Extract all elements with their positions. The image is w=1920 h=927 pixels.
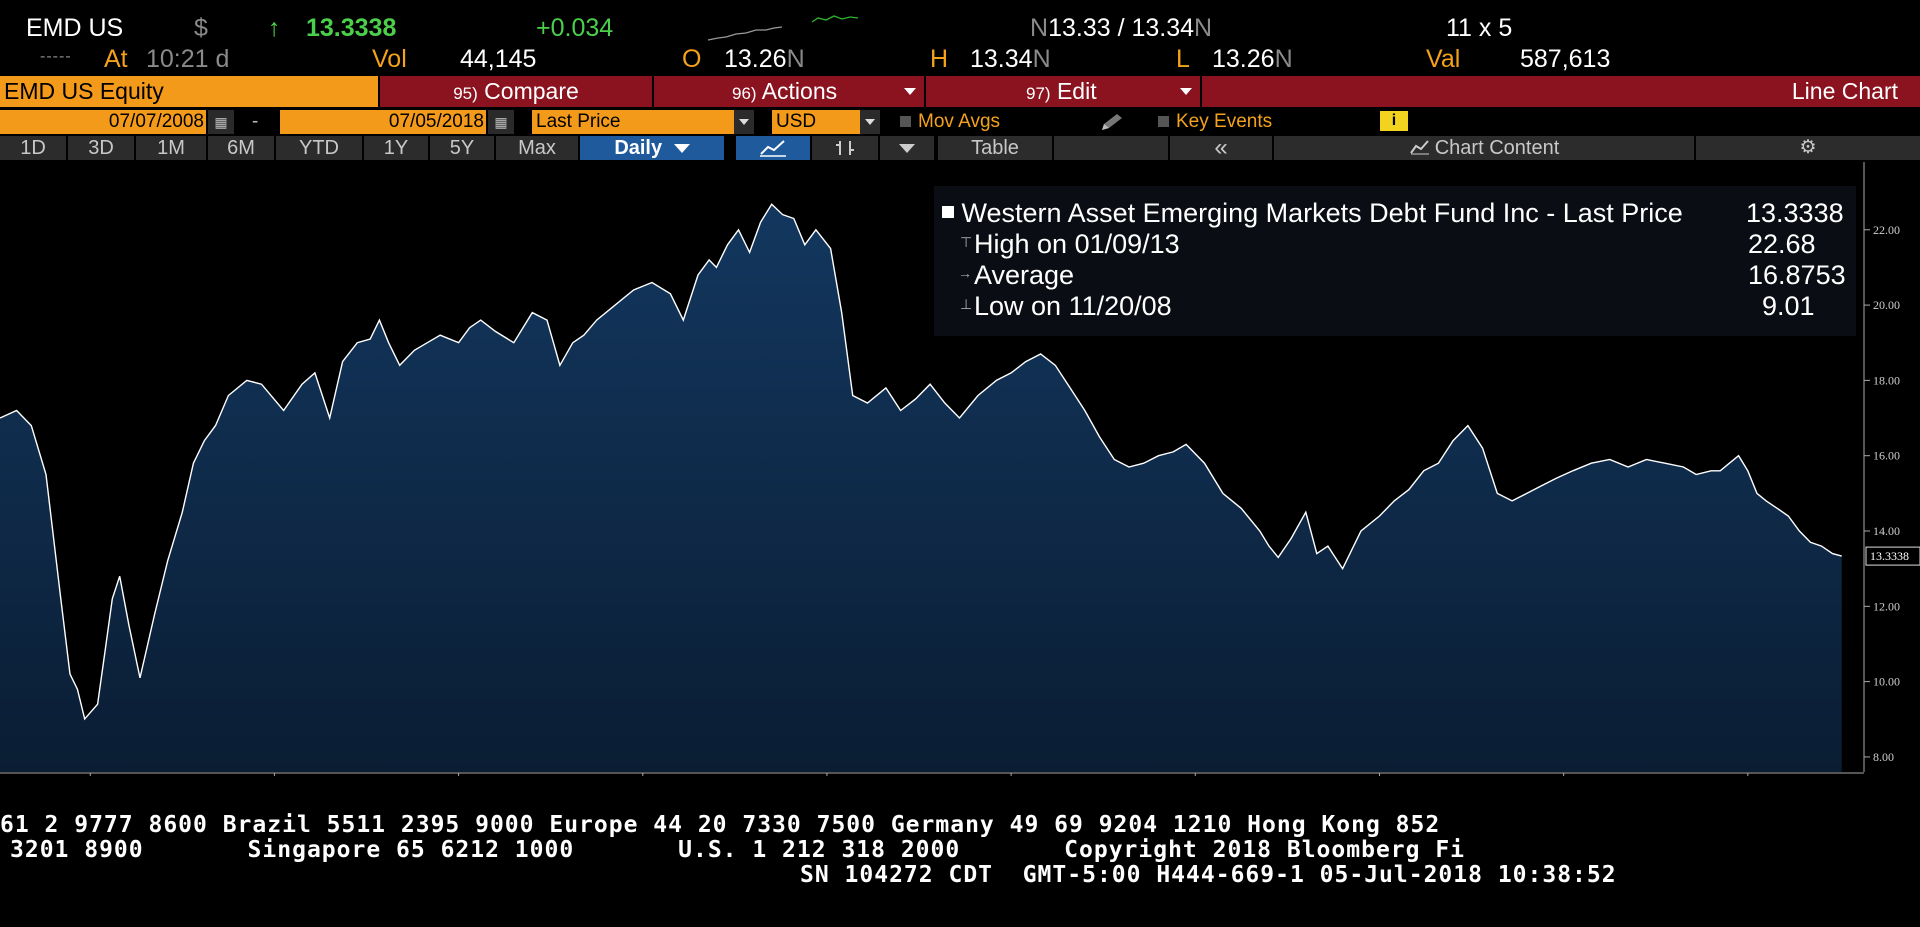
- open-value: 13.26N: [724, 45, 805, 73]
- session-info: SN 104272 CDT GMT-5:00 H444-669-1 05-Jul…: [800, 862, 1617, 888]
- up-arrow-icon: ↑: [268, 14, 281, 42]
- table-button[interactable]: Table: [938, 136, 1052, 160]
- pencil-icon[interactable]: [1098, 111, 1126, 133]
- compare-button[interactable]: 95) Compare: [380, 76, 652, 107]
- chart-legend: [934, 186, 1856, 336]
- low-label: L: [1176, 45, 1190, 73]
- actions-button[interactable]: 96) Actions: [654, 76, 924, 107]
- security-field[interactable]: EMD US Equity: [0, 76, 378, 107]
- checkbox[interactable]: [900, 116, 911, 128]
- range-3d[interactable]: 3D: [68, 136, 134, 160]
- line-chart-icon[interactable]: [736, 136, 810, 160]
- legend-low-value: 9.01: [1762, 291, 1815, 321]
- start-date-input[interactable]: 07/07/2008: [0, 110, 206, 134]
- ticker-symbol: EMD US: [26, 14, 124, 42]
- y-tick-label: 22.00: [1873, 223, 1900, 237]
- end-date-input[interactable]: 07/05/2018: [280, 110, 486, 134]
- chevron-down-icon: [904, 88, 916, 95]
- field-select[interactable]: Last Price: [532, 110, 734, 134]
- legend-title-value: 13.3338: [1746, 198, 1844, 228]
- key-events-toggle[interactable]: Key Events: [1158, 110, 1272, 134]
- last-price-tag: [1865, 546, 1920, 566]
- calendar-icon[interactable]: ▦: [488, 110, 514, 134]
- currency-select[interactable]: USD: [772, 110, 860, 134]
- contact-line-1: 61 2 9777 8600 Brazil 5511 2395 9000 Eur…: [0, 812, 1441, 838]
- chevron-down-icon[interactable]: [880, 136, 934, 160]
- high-label: H: [930, 45, 949, 73]
- legend-high-value: 22.68: [1748, 229, 1816, 259]
- y-tick-label: 8.00: [1873, 750, 1894, 764]
- chevron-down-icon: [1180, 88, 1192, 95]
- chart-content-icon: [1409, 140, 1429, 155]
- chart-type-label[interactable]: Line Chart: [1202, 76, 1920, 107]
- range-max[interactable]: Max: [496, 136, 578, 160]
- range-1d[interactable]: 1D: [0, 136, 66, 160]
- intraday-sparkline: [707, 15, 859, 41]
- currency-symbol: $: [194, 14, 208, 42]
- legend-average-label: Average: [974, 260, 1075, 290]
- legend-high-label: High on 01/09/13: [974, 229, 1180, 259]
- range-6m[interactable]: 6M: [208, 136, 274, 160]
- chevron-down-icon[interactable]: [860, 110, 880, 134]
- net-change: +0.034: [536, 14, 614, 42]
- legend-low-label: Low on 11/20/08: [974, 291, 1172, 321]
- toolbar-spacer: [1054, 136, 1168, 160]
- value-label: Val: [1426, 45, 1461, 73]
- info-icon[interactable]: i: [1380, 111, 1408, 131]
- checkbox[interactable]: [1158, 116, 1169, 128]
- chevron-down-icon[interactable]: [734, 110, 754, 134]
- bid-ask: N13.33 / 13.34N: [1030, 14, 1213, 42]
- y-tick-label: 20.00: [1873, 298, 1900, 312]
- at-label: At: [104, 45, 128, 73]
- y-tick-label: 10.00: [1873, 675, 1900, 689]
- price-area-fill: [0, 204, 1842, 772]
- status-dots: -----: [40, 48, 72, 65]
- high-marker-icon: ⊤: [960, 234, 973, 250]
- calendar-icon[interactable]: ▦: [208, 110, 234, 134]
- range-1y[interactable]: 1Y: [364, 136, 428, 160]
- y-tick-label: 14.00: [1873, 524, 1900, 538]
- collapse-icon[interactable]: «: [1170, 136, 1272, 160]
- date-range-dash: -: [252, 111, 259, 132]
- gear-icon[interactable]: ⚙: [1696, 136, 1920, 160]
- range-1m[interactable]: 1M: [136, 136, 206, 160]
- volume-label: Vol: [372, 45, 407, 73]
- contact-line-2: 3201 8900 Singapore 65 6212 1000 U.S. 1 …: [10, 837, 1466, 863]
- bar-chart-icon[interactable]: [812, 136, 878, 160]
- high-value: 13.34N: [970, 45, 1051, 73]
- low-value: 13.26N: [1212, 45, 1293, 73]
- quote-time: 10:21 d: [146, 45, 230, 73]
- range-5y[interactable]: 5Y: [430, 136, 494, 160]
- open-label: O: [682, 45, 702, 73]
- y-tick-label: 12.00: [1873, 599, 1900, 613]
- price-line: [0, 203, 1842, 721]
- y-tick-label: 16.00: [1873, 449, 1900, 463]
- volume-value: 44,145: [460, 45, 537, 73]
- edit-button[interactable]: 97) Edit: [926, 76, 1200, 107]
- last-price-tag-label: 13.3338: [1870, 549, 1909, 563]
- chart-content-button[interactable]: Chart Content: [1274, 136, 1694, 160]
- price-chart[interactable]: 22.00 20.00 18.00 16.00 14.00 12.00 10.00 8.00 1…: [0, 162, 1920, 776]
- range-ytd[interactable]: YTD: [276, 136, 362, 160]
- bid-ask-size: 11 x 5: [1446, 14, 1513, 42]
- periodicity-select[interactable]: Daily: [580, 136, 724, 160]
- low-marker-icon: ⊥: [960, 296, 973, 312]
- legend-title-row: Western Asset Emerging Markets Debt Fund…: [942, 198, 1683, 229]
- average-marker-icon: →: [958, 265, 972, 281]
- last-price: 13.3338: [306, 14, 397, 42]
- y-tick-label: 18.00: [1873, 373, 1900, 387]
- value-traded: 587,613: [1520, 45, 1611, 73]
- mov-avgs-toggle[interactable]: Mov Avgs: [900, 110, 1000, 134]
- legend-average-value: 16.8753: [1748, 260, 1846, 290]
- series-swatch: [942, 206, 954, 218]
